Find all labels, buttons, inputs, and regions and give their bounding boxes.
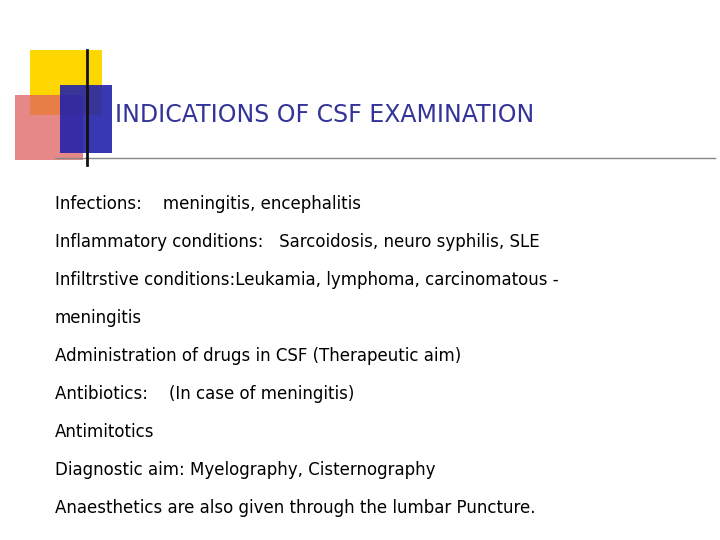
Bar (30, 50, 102, 115)
Text: Anaesthetics are also given through the lumbar Puncture.: Anaesthetics are also given through the … (55, 499, 536, 517)
Text: Antimitotics: Antimitotics (55, 423, 155, 441)
Text: Infections:    meningitis, encephalitis: Infections: meningitis, encephalitis (55, 195, 361, 213)
Text: Infiltrstive conditions:Leukamia, lymphoma, carcinomatous -: Infiltrstive conditions:Leukamia, lympho… (55, 271, 559, 289)
Text: Administration of drugs in CSF (Therapeutic aim): Administration of drugs in CSF (Therapeu… (55, 347, 462, 365)
Text: INDICATIONS OF CSF EXAMINATION: INDICATIONS OF CSF EXAMINATION (115, 103, 534, 127)
Text: Antibiotics:    (In case of meningitis): Antibiotics: (In case of meningitis) (55, 385, 354, 403)
Text: Inflammatory conditions:   Sarcoidosis, neuro syphilis, SLE: Inflammatory conditions: Sarcoidosis, ne… (55, 233, 539, 251)
Bar (60, 85, 112, 153)
Text: Diagnostic aim: Myelography, Cisternography: Diagnostic aim: Myelography, Cisternogra… (55, 461, 436, 479)
Text: meningitis: meningitis (55, 309, 142, 327)
Bar (15, 95, 83, 160)
